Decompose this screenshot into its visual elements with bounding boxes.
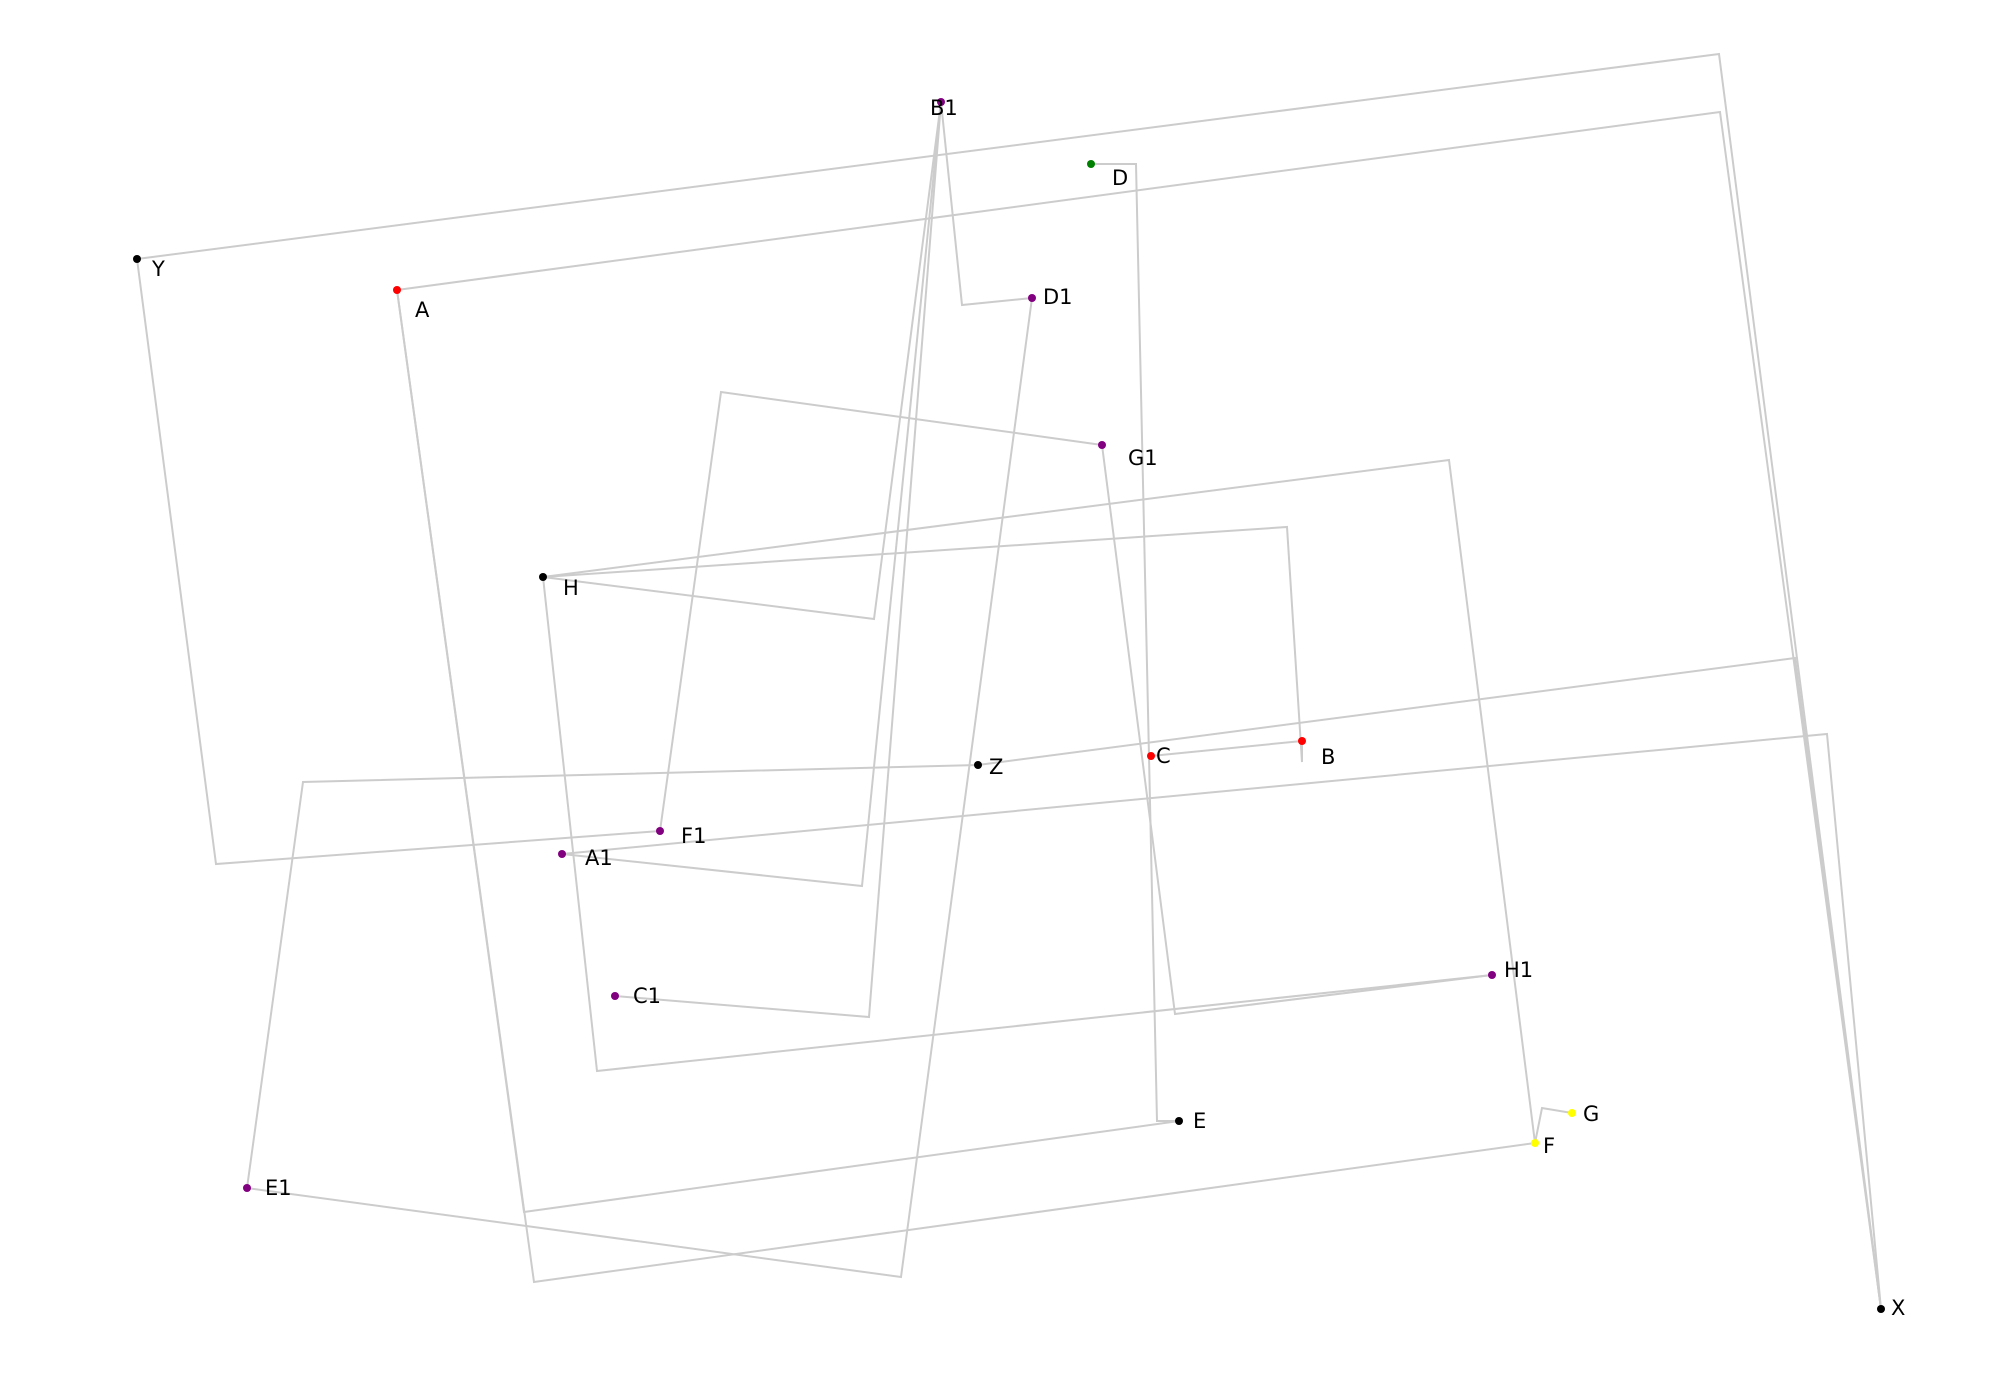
edge-d1-e1	[246, 297, 1033, 1279]
edge-b1-h	[542, 101, 942, 621]
node-dot-b1	[937, 98, 945, 106]
node-label-g1: G1	[1128, 446, 1158, 470]
node-dot-f	[1531, 1139, 1539, 1147]
node-h1: H1	[1488, 958, 1533, 982]
edge-a-f	[396, 289, 1536, 1284]
node-label-f: F	[1543, 1134, 1555, 1158]
node-label-z: Z	[989, 755, 1003, 779]
node-label-h1: H1	[1504, 958, 1533, 982]
edge-d-e	[1091, 163, 1179, 1122]
node-e: E	[1175, 1109, 1206, 1133]
node-dot-e1	[243, 1184, 251, 1192]
node-label-a: A	[415, 298, 430, 322]
node-label-y: Y	[151, 257, 165, 281]
node-label-d1: D1	[1043, 285, 1073, 309]
node-label-a1: A1	[585, 846, 613, 870]
edge-g1-f1	[659, 390, 1103, 832]
edge-b1-c1	[614, 101, 942, 1019]
edge-g1-h1	[1101, 444, 1493, 1016]
edge-a-e	[396, 289, 1180, 1214]
node-dot-e	[1175, 1117, 1183, 1125]
node-dot-a1	[558, 850, 566, 858]
node-g1: G1	[1098, 441, 1158, 470]
node-x: X	[1877, 1296, 1905, 1320]
node-f: F	[1531, 1134, 1555, 1158]
edge-f-g	[1534, 1106, 1573, 1144]
node-label-g: G	[1583, 1102, 1599, 1126]
node-d1: D1	[1028, 285, 1073, 309]
node-dot-c1	[611, 992, 619, 1000]
node-b: B	[1298, 737, 1335, 769]
node-d: D	[1087, 160, 1128, 190]
edge-y-f1	[136, 258, 661, 866]
node-dot-c	[1147, 752, 1155, 760]
edge-h-f	[542, 458, 1536, 1144]
node-c: C	[1147, 744, 1171, 768]
node-dot-g	[1568, 1109, 1576, 1117]
node-h: H	[539, 573, 579, 600]
node-c1: C1	[611, 984, 661, 1008]
node-b1: B1	[930, 96, 958, 120]
node-a: A	[393, 286, 430, 322]
node-label-e1: E1	[265, 1176, 292, 1200]
node-dot-h	[539, 573, 547, 581]
edge-h-b	[542, 525, 1303, 763]
node-label-b: B	[1321, 745, 1335, 769]
node-dot-h1	[1488, 971, 1496, 979]
node-label-c1: C1	[633, 984, 661, 1008]
edge-h-h1	[542, 576, 1493, 1073]
edge-z-e1	[246, 764, 979, 1189]
nodes-layer: B1 D D1 Y A G1 H Z C B F1 A1 H1 C1 E G F E1 X	[133, 96, 1905, 1320]
node-dot-x	[1877, 1305, 1885, 1313]
node-dot-a	[393, 286, 401, 294]
node-label-h: H	[563, 576, 579, 600]
node-dot-g1	[1098, 441, 1106, 449]
edge-y-x	[136, 52, 1882, 1310]
edge-a1-x	[561, 732, 1882, 1310]
node-label-x: X	[1891, 1296, 1905, 1320]
node-label-e: E	[1193, 1109, 1206, 1133]
node-f1: F1	[656, 824, 706, 848]
node-g: G	[1568, 1102, 1599, 1126]
node-dot-z	[974, 761, 982, 769]
node-dot-f1	[656, 827, 664, 835]
edges-layer	[136, 52, 1882, 1310]
node-label-c: C	[1156, 744, 1171, 768]
node-label-b1: B1	[930, 96, 958, 120]
edge-b1-d1	[940, 101, 1033, 307]
node-e1: E1	[243, 1176, 292, 1200]
node-y: Y	[133, 255, 165, 281]
node-dot-d1	[1028, 294, 1036, 302]
node-a1: A1	[558, 846, 613, 870]
node-dot-y	[133, 255, 141, 263]
node-dot-d	[1087, 160, 1095, 168]
edge-z-x	[977, 656, 1882, 1310]
node-dot-b	[1298, 737, 1306, 745]
node-z: Z	[974, 755, 1003, 779]
node-label-d: D	[1112, 166, 1128, 190]
edge-c-b	[1150, 740, 1303, 757]
edge-b1-a1	[561, 101, 942, 888]
node-label-f1: F1	[681, 824, 706, 848]
